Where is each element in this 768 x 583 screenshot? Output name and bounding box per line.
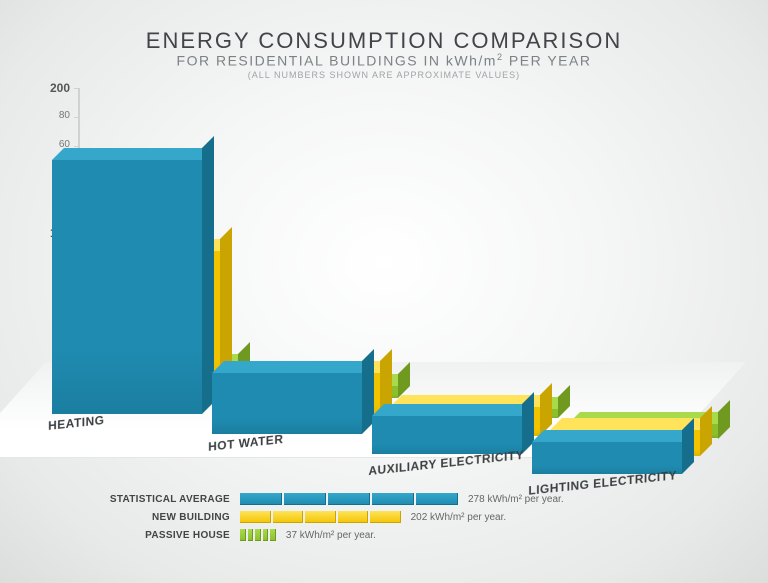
legend-row: STATISTICAL AVERAGE 278 kWh/m² per year. bbox=[90, 490, 564, 508]
legend-seg bbox=[416, 493, 458, 505]
bar-group: LIGHTING ELECTRICITY bbox=[568, 0, 718, 438]
legend-seg bbox=[273, 511, 304, 523]
legend-seg bbox=[305, 511, 336, 523]
legend-seg bbox=[370, 511, 401, 523]
legend-seg bbox=[328, 493, 370, 505]
legend-label: STATISTICAL AVERAGE bbox=[90, 494, 240, 505]
y-tick-label: 200 bbox=[30, 81, 70, 95]
legend: STATISTICAL AVERAGE 278 kWh/m² per year. N… bbox=[90, 490, 564, 544]
y-tick-label: 80 bbox=[30, 110, 70, 121]
legend-seg bbox=[240, 493, 282, 505]
legend-seg bbox=[255, 529, 261, 541]
legend-row: PASSIVE HOUSE 37 kWh/m² per year. bbox=[90, 526, 564, 544]
legend-value: 202 kWh/m² per year. bbox=[403, 512, 507, 523]
y-tick-line bbox=[74, 117, 80, 118]
legend-bar bbox=[240, 511, 403, 523]
legend-bar bbox=[240, 529, 278, 541]
legend-label: NEW BUILDING bbox=[90, 512, 240, 523]
legend-row: NEW BUILDING 202 kWh/m² per year. bbox=[90, 508, 564, 526]
legend-seg bbox=[240, 511, 271, 523]
chart-stage: ENERGY CONSUMPTION COMPARISON FOR RESIDE… bbox=[0, 0, 768, 583]
legend-seg bbox=[263, 529, 269, 541]
legend-bar bbox=[240, 493, 460, 505]
bar-statistical_average bbox=[212, 373, 362, 434]
legend-seg bbox=[372, 493, 414, 505]
legend-value: 37 kWh/m² per year. bbox=[278, 530, 376, 541]
legend-seg bbox=[270, 529, 276, 541]
bar-statistical_average bbox=[372, 416, 522, 454]
bar-group: AUXILIARY ELECTRICITY bbox=[408, 0, 558, 418]
bar-group: HOT WATER bbox=[248, 0, 398, 398]
legend-seg bbox=[284, 493, 326, 505]
legend-seg bbox=[248, 529, 254, 541]
bar-group: HEATING bbox=[88, 0, 238, 378]
y-tick-line bbox=[74, 146, 80, 147]
y-tick-line bbox=[74, 88, 80, 89]
legend-value: 278 kWh/m² per year. bbox=[460, 494, 564, 505]
legend-seg bbox=[338, 511, 369, 523]
legend-seg bbox=[240, 529, 246, 541]
legend-label: PASSIVE HOUSE bbox=[90, 530, 240, 541]
bar-statistical_average bbox=[52, 160, 202, 414]
